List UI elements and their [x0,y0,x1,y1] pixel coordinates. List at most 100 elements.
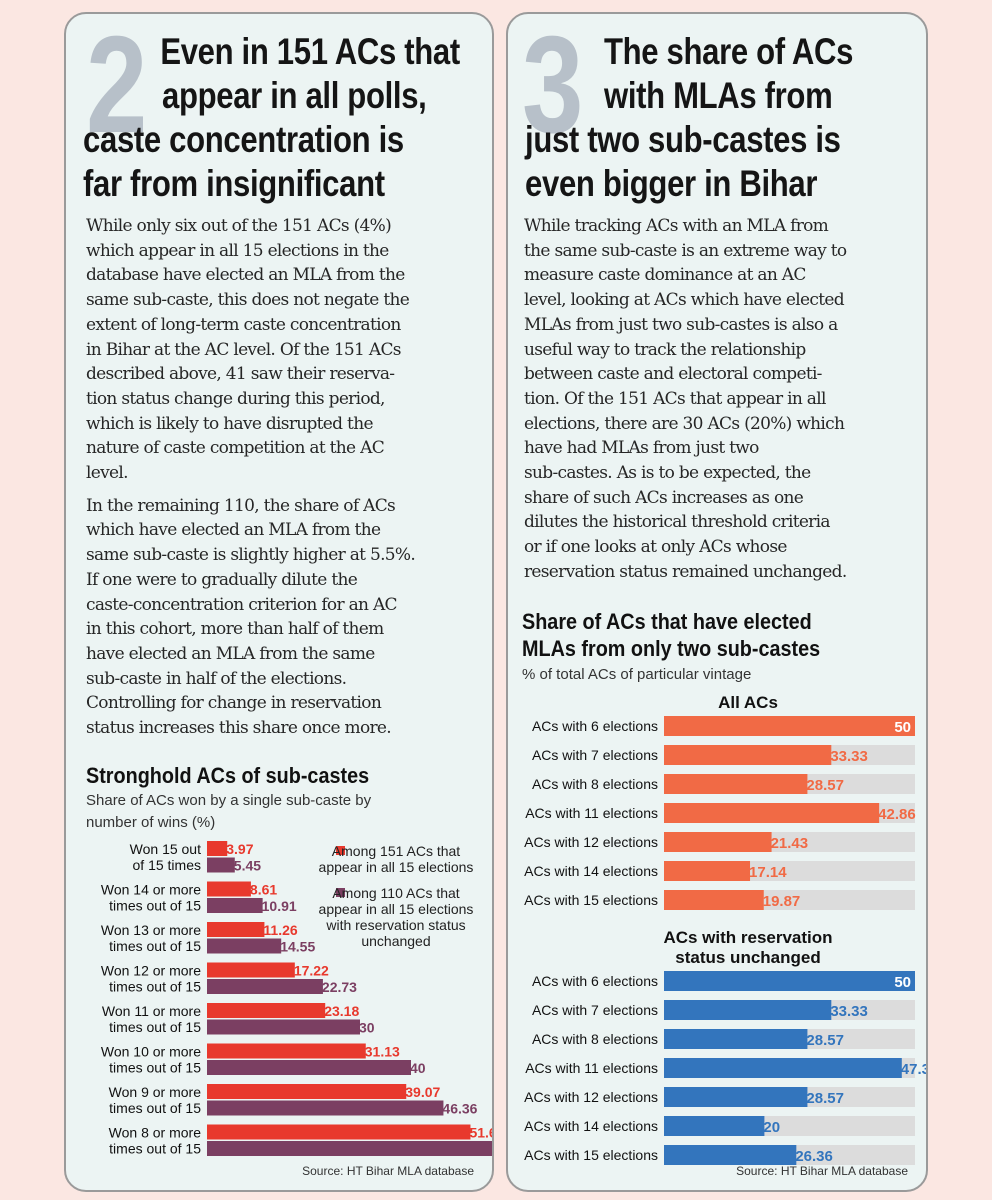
bar [664,971,915,991]
legend-label: Among 151 ACs that [332,843,461,859]
legend-label: appear in all 15 elections [319,859,474,875]
category-label: ACs with 8 elections [532,776,658,792]
bar [207,898,263,913]
headline-line: just two sub-castes is [525,119,841,160]
category-label: ACs with 15 elections [524,1147,658,1163]
headline-line: far from insignificant [83,163,385,204]
bar [207,881,251,897]
chart-subtitle: Share of ACs won by a single sub-caste b… [86,790,371,834]
data-label: 23.18 [324,1003,359,1019]
bar [664,745,832,765]
text-line: level. [86,463,129,484]
text-line: If one were to gradually dilute the [86,569,358,590]
chart-subtitle: % of total ACs of particular vintage [522,664,751,686]
category-label: times out of 15 [109,1060,201,1076]
category-label: times out of 15 [109,1019,201,1035]
bar [207,938,282,954]
headline-line: Even in 151 ACs that [160,31,460,72]
text-line: have elected an MLA from the same [86,643,375,664]
category-label: ACs with 7 elections [532,1002,658,1018]
data-label: 31.13 [365,1044,400,1060]
chart-title-line: MLAs from only two sub-castes [522,636,821,661]
data-label: 39.07 [405,1084,440,1100]
legend-swatch [336,846,345,855]
text-line: tion status change during this period, [86,388,385,409]
data-label: 42.86 [878,806,916,823]
bar [664,1145,797,1165]
source-note: Source: HT Bihar MLA database [736,1164,908,1178]
category-label: Won 14 or more [101,882,201,898]
bar [207,1019,360,1035]
text-line: same sub-caste is slightly higher at 5.5… [86,545,416,566]
paragraph: While tracking ACs with an MLA from the … [524,214,847,585]
text-line: status increases this share once more. [86,718,392,739]
data-label: 22.73 [322,979,357,995]
panel-2: 2 Even in 151 ACs that appear in all pol… [64,12,494,1192]
section-number: 2 [86,8,147,162]
data-label: 26.36 [795,1148,833,1165]
category-label: Won 12 or more [101,963,201,979]
text-line: share of such ACs increases as one [524,487,804,508]
data-label: 51.66 [469,1125,492,1141]
data-label: 33.33 [830,1003,868,1020]
text-line: reservation status remained unchanged. [524,561,847,582]
bar [664,716,915,736]
text-line: While tracking ACs with an MLA from [524,216,829,236]
legend-label: with reservation status [325,917,465,933]
text-line: the same sub-caste is an extreme way to [524,240,847,261]
bar [207,1084,407,1099]
category-label: times out of 15 [109,898,201,914]
category-label: ACs with 6 elections [532,718,658,734]
text-line: useful way to track the relationship [524,339,806,360]
text-line: dilutes the historical threshold criteri… [524,512,830,533]
group-label: All ACs [718,693,778,712]
text-line: sub-castes. As is to be expected, the [524,463,811,484]
text-line: described above, 41 saw their reserva- [86,364,395,385]
text-line: measure caste dominance at an AC [524,265,806,286]
chart-title: Share of ACs that have elected MLAs from… [522,608,820,662]
chart-subtitle-line: Share of ACs won by a single sub-caste b… [86,792,372,809]
text-line: in this cohort, more than half of them [86,619,384,640]
text-line: same sub-caste, this does not negate the [86,290,410,311]
text-line: tion. Of the 151 ACs that appear in all [524,388,826,409]
data-label: 47.37 [901,1061,926,1078]
data-label: 28.57 [806,1032,844,1049]
bar [207,922,265,937]
category-label: times out of 15 [109,1100,201,1116]
text-line: In the remaining 110, the share of ACs [86,495,396,516]
data-label: 28.57 [806,777,844,794]
category-label: of 15 times [133,857,201,873]
bar [664,1087,808,1107]
category-label: Won 11 or more [102,1003,201,1019]
category-label: ACs with 8 elections [532,1031,658,1047]
data-label: 33.33 [830,748,868,765]
category-label: ACs with 14 elections [524,863,658,879]
data-label: 10.91 [262,898,297,914]
headline-line: appear in all polls, [162,75,427,116]
body-text: While tracking ACs with an MLA from the … [524,214,847,593]
data-label: 40 [410,1060,426,1076]
chart-title-line: Share of ACs that have elected [522,609,812,634]
category-label: ACs with 6 elections [532,973,658,989]
data-label: 8.61 [250,882,277,898]
headline: The share of ACs with MLAs from just two… [525,30,853,206]
text-line: caste-concentration criterion for an AC [86,594,398,615]
chart-subtitle-line: number of wins (%) [86,814,216,831]
bar [664,1058,902,1078]
headline-line: even bigger in Bihar [525,163,818,204]
data-label: 21.43 [771,835,809,852]
bar [207,1043,366,1059]
data-label: 11.26 [263,922,297,938]
data-label: 5.45 [234,858,261,874]
panel-3: 3 The share of ACs with MLAs from just t… [506,12,928,1192]
category-label: ACs with 15 elections [524,892,658,908]
paragraph: In the remaining 110, the share of ACs w… [86,494,416,741]
data-label: 20 [763,1119,780,1136]
group-label: ACs with reservation [663,928,832,947]
text-line: Controlling for change in reservation [86,693,382,714]
text-line: or if one looks at only ACs whose [524,537,787,558]
text-line: level, looking at ACs which have elected [524,290,845,311]
two-subcaste-chart: All ACs ACs with 6 elections 50 ACs with 7 … [524,693,926,1165]
data-label: 17.22 [294,963,329,979]
